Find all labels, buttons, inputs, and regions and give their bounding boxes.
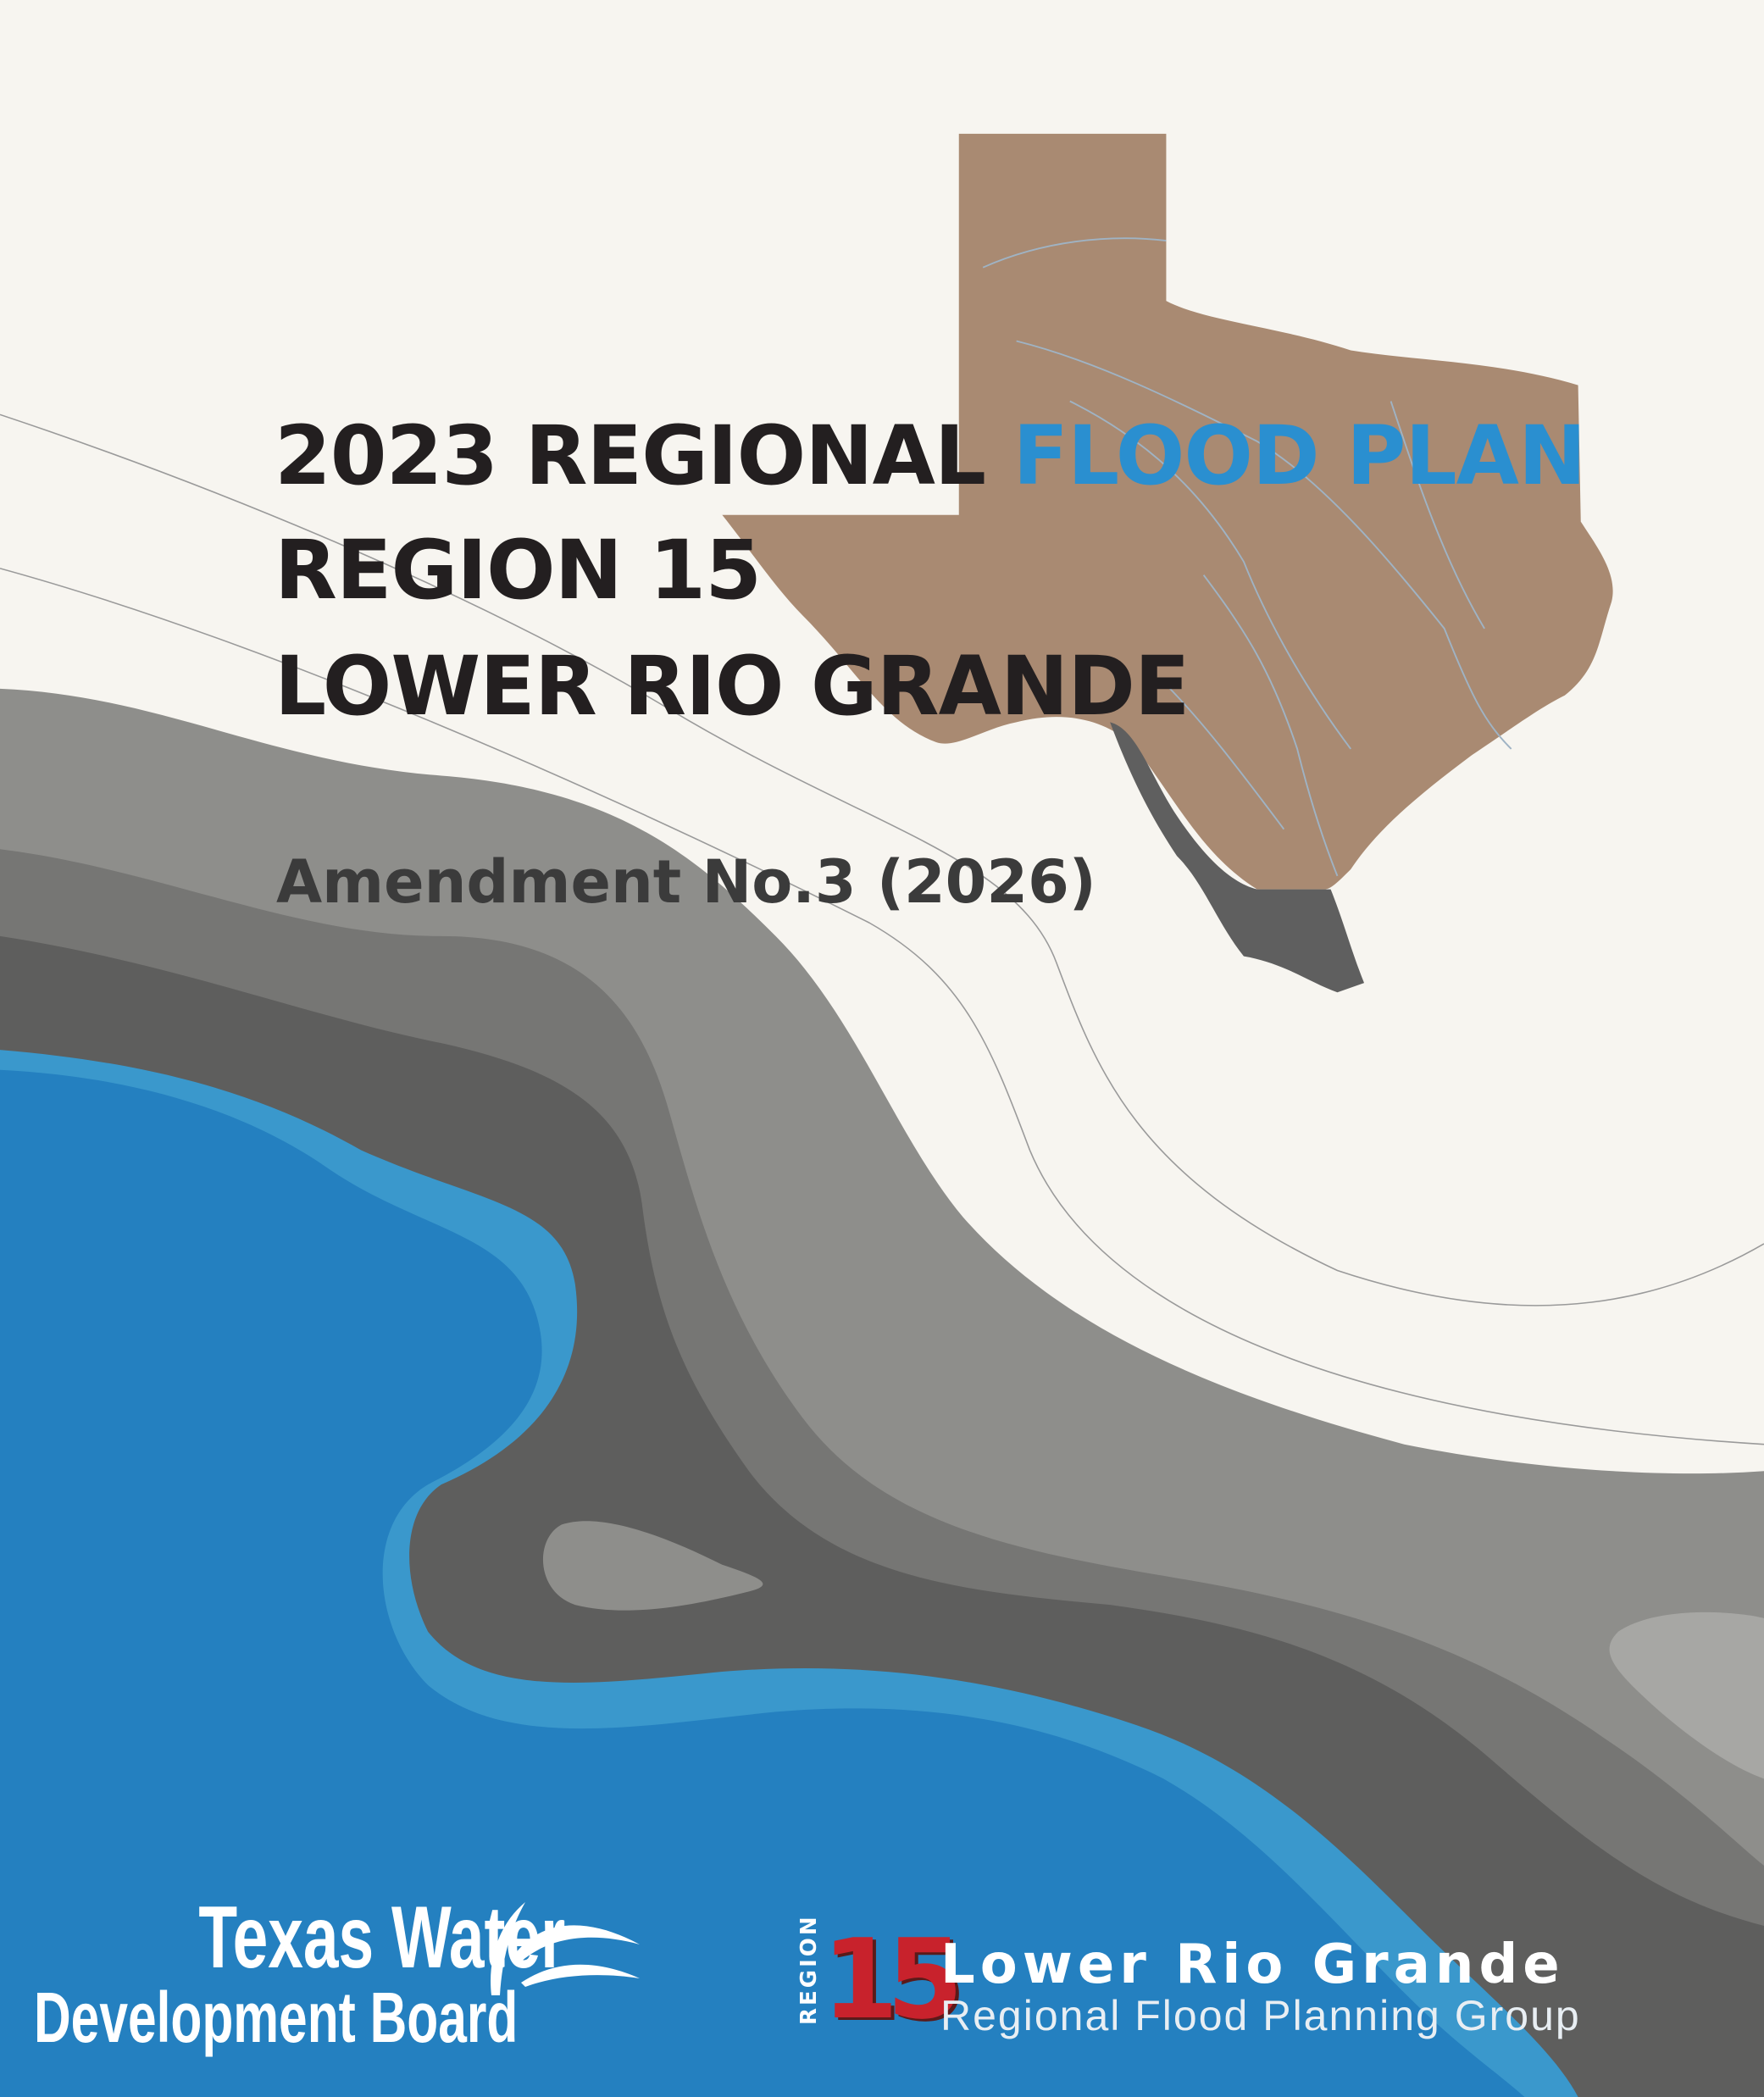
region-number: 15 [822,1915,963,2044]
amendment-subtitle: Amendment No.3 (2026) [276,847,1096,917]
title-line-2: REGION 15 [275,523,762,618]
texas-rivers [982,237,1512,877]
region-15-map [1110,722,1365,993]
water-spray-icon [491,1902,640,1995]
title-part-flood-plan: FLOOD PLAN [1012,408,1586,503]
texas-map [722,133,1613,890]
title-line-1: 2023 REGIONAL FLOOD PLAN [275,415,1586,497]
twdb-logo-line-2: Development Board [34,1978,519,2057]
terrain-island [542,1521,763,1611]
contour-line [0,413,1764,1306]
group-subtitle: Regional Flood Planning Group [940,1992,1581,2039]
title-line-3: LOWER RIO GRANDE [275,639,1190,734]
terrain-layer [1609,1612,1764,1779]
contour-line [0,568,1764,1445]
region-label: REGION [796,1914,822,2025]
title-part-regional: 2023 REGIONAL [275,408,986,503]
group-name: Lower Rio Grande [940,1933,1565,1996]
water-body [0,1069,1525,2097]
